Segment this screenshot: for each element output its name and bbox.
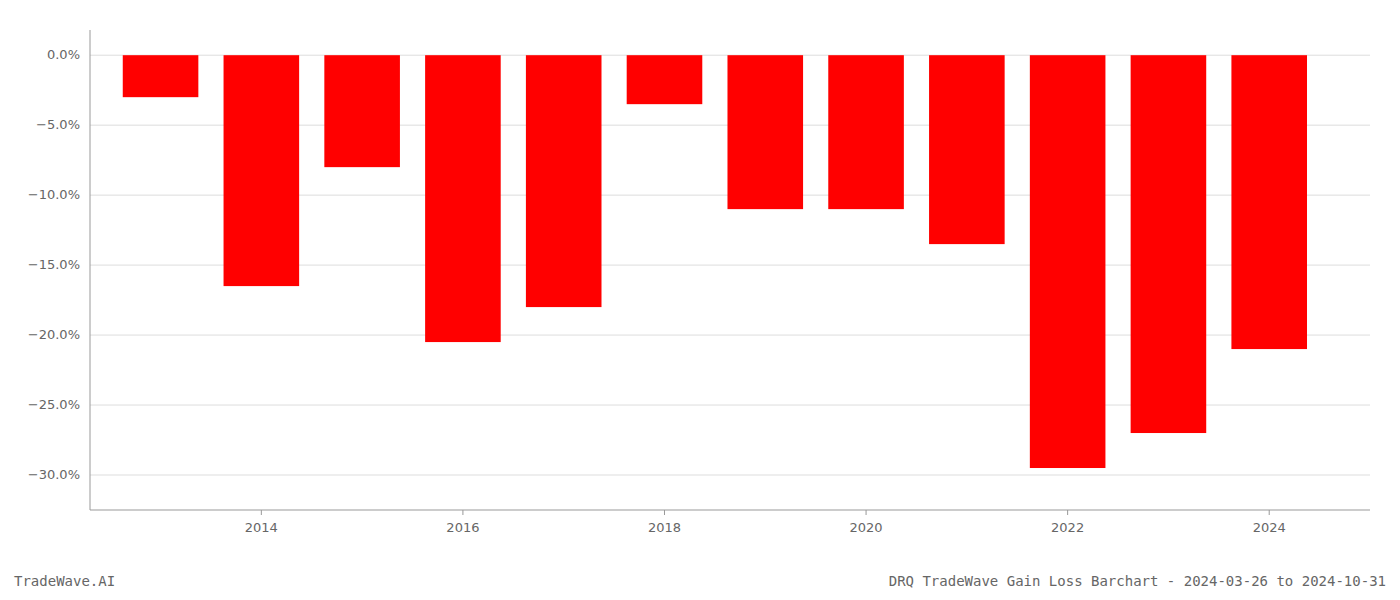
bar	[727, 55, 803, 209]
bar	[828, 55, 904, 209]
x-axis: 2014 2016 2018 2020 2022 2024	[245, 510, 1286, 535]
chart-container: 0.0% −5.0% −10.0% −15.0% −20.0% −25.0% −30.0% 2…	[0, 0, 1400, 600]
y-tick-label: −5.0%	[36, 117, 80, 132]
y-axis-line	[90, 30, 91, 510]
bar	[1030, 55, 1106, 468]
x-tick	[261, 510, 262, 515]
axes	[90, 30, 1370, 510]
x-tick	[1067, 510, 1068, 515]
y-tick-label: −20.0%	[28, 327, 80, 342]
y-tick-label: −10.0%	[28, 187, 80, 202]
x-tick	[664, 510, 665, 515]
bar	[324, 55, 400, 167]
y-tick-label: −30.0%	[28, 467, 80, 482]
bar	[526, 55, 602, 307]
y-tick-label: 0.0%	[47, 47, 80, 62]
grid-line	[90, 475, 1370, 476]
bar	[224, 55, 300, 286]
bars	[123, 55, 1307, 468]
x-tick-label: 2024	[1253, 520, 1286, 535]
x-tick-label: 2022	[1051, 520, 1084, 535]
y-axis: 0.0% −5.0% −10.0% −15.0% −20.0% −25.0% −30.0%	[28, 47, 80, 482]
x-tick	[1269, 510, 1270, 515]
watermark: TradeWave.AI	[14, 573, 115, 589]
x-tick-label: 2014	[245, 520, 278, 535]
grid	[90, 55, 1370, 475]
x-axis-line	[90, 510, 1370, 511]
x-tick-label: 2018	[648, 520, 681, 535]
y-tick-label: −25.0%	[28, 397, 80, 412]
bar	[425, 55, 501, 342]
y-tick-label: −15.0%	[28, 257, 80, 272]
x-tick	[462, 510, 463, 515]
x-tick-label: 2020	[850, 520, 883, 535]
bar	[929, 55, 1005, 244]
bar	[123, 55, 199, 97]
title: DRQ TradeWave Gain Loss Barchart - 2024-…	[889, 573, 1386, 589]
bar	[627, 55, 703, 104]
chart-svg: 0.0% −5.0% −10.0% −15.0% −20.0% −25.0% −30.0% 2…	[0, 0, 1400, 600]
bar	[1231, 55, 1307, 349]
x-tick	[866, 510, 867, 515]
x-tick-label: 2016	[446, 520, 479, 535]
bar	[1131, 55, 1207, 433]
